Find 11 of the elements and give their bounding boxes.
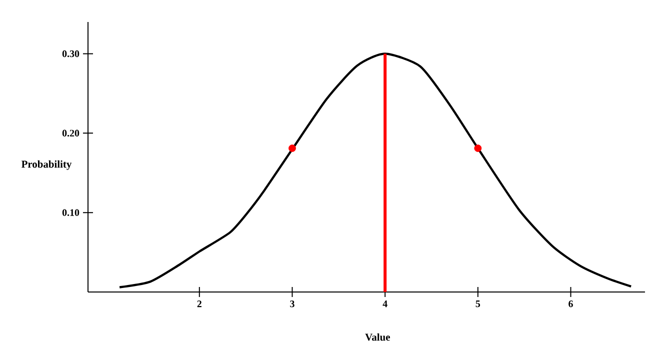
y-tick-label: 0.20 (62, 130, 80, 137)
y-axis-title: Probability (21, 160, 72, 170)
x-tick-label: 4 (382, 300, 388, 308)
y-tick-label: 0.10 (62, 209, 80, 216)
y-tick-label: 0.30 (62, 50, 80, 58)
x-tick-label: 3 (290, 300, 294, 308)
line-series (118, 52, 632, 288)
x-axis-title: Value (365, 333, 390, 341)
x-tick-label: 6 (568, 300, 573, 308)
x-tick-label: 2 (197, 300, 202, 308)
x-tick-label: 5 (476, 300, 480, 308)
